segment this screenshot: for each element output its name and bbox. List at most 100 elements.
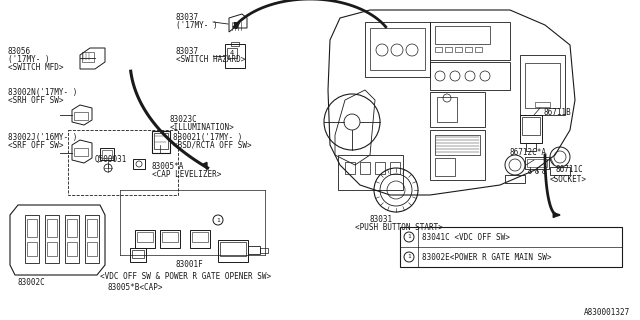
Bar — [430, 130, 485, 180]
Bar — [465, 47, 472, 52]
Text: ('17MY- ): ('17MY- ) — [8, 55, 50, 64]
Bar — [27, 219, 37, 237]
Bar — [550, 167, 570, 175]
Text: 86711B: 86711B — [543, 108, 571, 117]
Bar — [338, 155, 403, 190]
Bar — [68, 130, 178, 195]
Bar — [85, 215, 99, 263]
Bar — [525, 63, 560, 108]
Bar — [152, 131, 170, 153]
Text: <SRF OFF SW>: <SRF OFF SW> — [8, 141, 63, 150]
Bar — [345, 162, 355, 174]
Bar — [47, 219, 57, 237]
Text: ('17MY- ): ('17MY- ) — [176, 21, 218, 30]
Text: 83056: 83056 — [8, 47, 31, 56]
Text: 83005*B<CAP>: 83005*B<CAP> — [108, 283, 163, 292]
Bar — [248, 246, 260, 254]
Bar — [360, 162, 370, 174]
Bar — [260, 248, 268, 253]
Bar — [435, 26, 490, 44]
Bar — [370, 28, 425, 70]
Text: 83002N('17MY- ): 83002N('17MY- ) — [8, 88, 77, 97]
Text: 83041C <VDC OFF SW>: 83041C <VDC OFF SW> — [422, 233, 510, 242]
Bar — [475, 47, 482, 52]
Text: 1: 1 — [407, 254, 411, 260]
Bar — [162, 232, 178, 242]
Bar — [535, 102, 550, 107]
Bar — [520, 55, 565, 115]
Text: 86712C*A: 86712C*A — [510, 148, 547, 157]
Bar — [25, 215, 39, 263]
Text: 83002J('16MY- ): 83002J('16MY- ) — [8, 133, 77, 142]
Bar — [135, 230, 155, 248]
Bar — [455, 47, 462, 52]
Bar — [65, 215, 79, 263]
Bar — [190, 230, 210, 248]
Text: 83023C: 83023C — [170, 115, 198, 124]
Bar — [522, 117, 540, 135]
Bar — [74, 112, 88, 120]
Bar — [160, 230, 180, 248]
Text: <SWITCH HAZARD>: <SWITCH HAZARD> — [176, 55, 245, 64]
Text: 83002E<POWER R GATE MAIN SW>: 83002E<POWER R GATE MAIN SW> — [422, 253, 552, 262]
Bar — [430, 22, 510, 60]
Text: 1: 1 — [216, 218, 220, 222]
Text: 1: 1 — [407, 235, 411, 239]
Bar — [390, 162, 400, 174]
Text: <ILLUMINATION>: <ILLUMINATION> — [170, 123, 235, 132]
Bar — [100, 148, 114, 160]
Bar — [137, 232, 153, 242]
Bar — [67, 242, 77, 256]
Bar — [231, 42, 239, 46]
Bar — [154, 133, 168, 149]
Bar — [132, 250, 144, 258]
Bar — [527, 159, 547, 167]
Text: <SWITCH MFD>: <SWITCH MFD> — [8, 63, 63, 72]
Bar — [67, 219, 77, 237]
Bar — [102, 150, 112, 158]
Text: <SOCKET>: <SOCKET> — [550, 175, 587, 184]
Text: <CAP LEVELIZER>: <CAP LEVELIZER> — [152, 170, 221, 179]
Bar — [87, 219, 97, 237]
Text: 83005*A: 83005*A — [152, 162, 184, 171]
Text: 86711C: 86711C — [556, 165, 584, 174]
Text: Q500031: Q500031 — [95, 155, 127, 164]
Bar — [435, 135, 480, 155]
Bar — [505, 175, 525, 183]
Text: <BSD/RCTA OFF SW>: <BSD/RCTA OFF SW> — [173, 141, 252, 150]
Bar — [218, 240, 248, 262]
Bar — [45, 215, 59, 263]
Bar — [192, 232, 208, 242]
Bar — [130, 248, 146, 262]
Bar — [87, 242, 97, 256]
Bar — [525, 157, 549, 169]
Bar — [520, 115, 542, 143]
Bar — [526, 143, 536, 151]
Bar — [27, 242, 37, 256]
Bar — [435, 158, 455, 176]
Bar — [445, 47, 452, 52]
Bar — [82, 52, 94, 62]
Text: 83001F: 83001F — [175, 260, 203, 269]
Text: 83037: 83037 — [176, 47, 199, 56]
Bar — [430, 92, 485, 127]
Text: 830021('17MY- ): 830021('17MY- ) — [173, 133, 243, 142]
Bar — [437, 97, 457, 122]
Text: 4: 4 — [230, 50, 234, 56]
Bar — [430, 62, 510, 90]
Text: <VDC OFF SW & POWER R GATE OPENER SW>: <VDC OFF SW & POWER R GATE OPENER SW> — [100, 272, 271, 281]
Bar — [47, 242, 57, 256]
Text: 83037: 83037 — [176, 13, 199, 22]
Bar — [133, 159, 145, 169]
Text: 83002C: 83002C — [18, 278, 45, 287]
Text: 83031: 83031 — [370, 215, 393, 224]
Bar — [227, 48, 237, 58]
Bar — [375, 162, 385, 174]
Bar — [225, 44, 245, 68]
Bar — [220, 242, 246, 256]
Bar — [435, 47, 442, 52]
Bar — [400, 227, 622, 267]
Text: <PUSH BUTTON START>: <PUSH BUTTON START> — [355, 223, 443, 232]
Bar — [74, 148, 88, 156]
Text: A830001327: A830001327 — [584, 308, 630, 317]
